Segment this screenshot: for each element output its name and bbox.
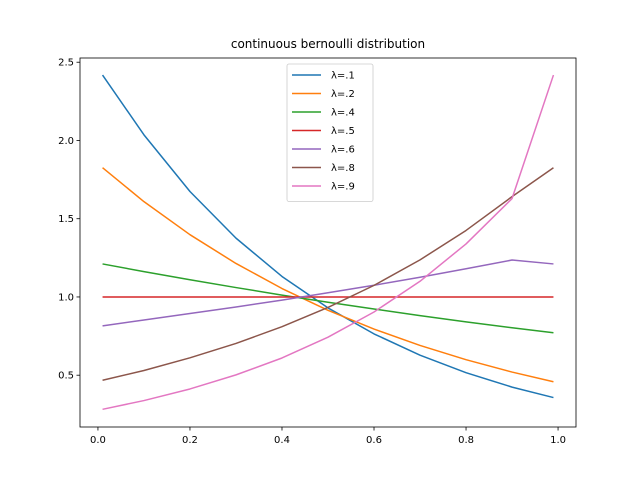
y-axis: 0.5 1.0 1.5 2.0 2.5 (58, 58, 80, 382)
series-layer (101, 74, 555, 411)
x-tick-label: 0.4 (274, 435, 290, 446)
y-tick-label: 2.0 (58, 136, 74, 147)
y-tick-label: 0.5 (58, 371, 74, 382)
x-tick-label: 0.6 (366, 435, 382, 446)
y-tick-label: 1.0 (58, 292, 74, 303)
series-line-6 (102, 74, 555, 411)
series-line-4 (102, 259, 554, 327)
chart-title: continuous bernoulli distribution (231, 37, 425, 51)
legend: λ=.1 λ=.2 λ=.4 λ=.5 λ=.6 λ=.8 λ=.9 (286, 63, 374, 202)
y-tick-label: 1.5 (58, 214, 74, 225)
legend-label: λ=.2 (331, 89, 355, 100)
x-tick-label: 0.0 (90, 435, 106, 446)
x-axis: 0.0 0.2 0.4 0.6 0.8 1.0 (90, 427, 566, 446)
legend-label: λ=.6 (331, 145, 355, 156)
legend-label: λ=.1 (331, 71, 355, 82)
x-tick-label: 1.0 (550, 435, 566, 446)
plot-frame (79, 57, 577, 428)
x-tick-label: 0.8 (458, 435, 474, 446)
series-line-1 (102, 167, 554, 383)
legend-label: λ=.5 (331, 126, 355, 137)
legend-label: λ=.9 (331, 182, 355, 193)
series-line-5 (102, 167, 554, 381)
x-tick-label: 0.2 (182, 435, 198, 446)
legend-label: λ=.4 (331, 108, 355, 119)
legend-label: λ=.8 (331, 163, 355, 174)
series-line-2 (102, 263, 554, 334)
y-tick-label: 2.5 (58, 58, 74, 69)
legend-box (286, 63, 374, 202)
